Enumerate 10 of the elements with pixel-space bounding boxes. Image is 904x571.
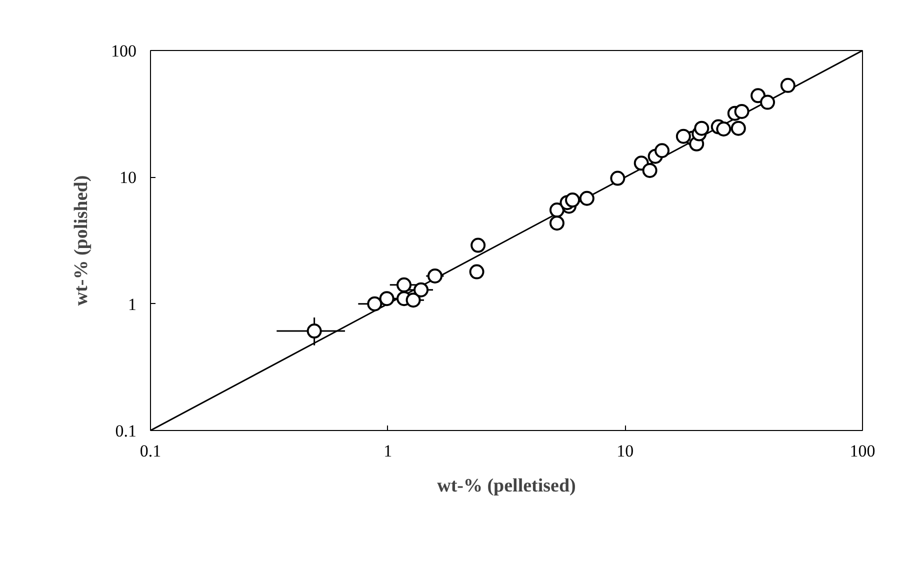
x-tick-label: 10: [616, 442, 634, 460]
y-tick-label: 0.1: [115, 422, 136, 440]
x-tick-label: 0.1: [140, 442, 162, 460]
x-tick-label: 100: [850, 442, 876, 460]
y-tick-label: 10: [120, 168, 136, 188]
x-tick-label: 1: [384, 442, 392, 460]
y-tick-label: 1: [128, 294, 136, 314]
y-tick-label: 100: [111, 42, 136, 60]
y-axis-title: wt-% (polished): [71, 175, 92, 306]
x-axis-title: wt-% (pelletised): [437, 476, 576, 496]
